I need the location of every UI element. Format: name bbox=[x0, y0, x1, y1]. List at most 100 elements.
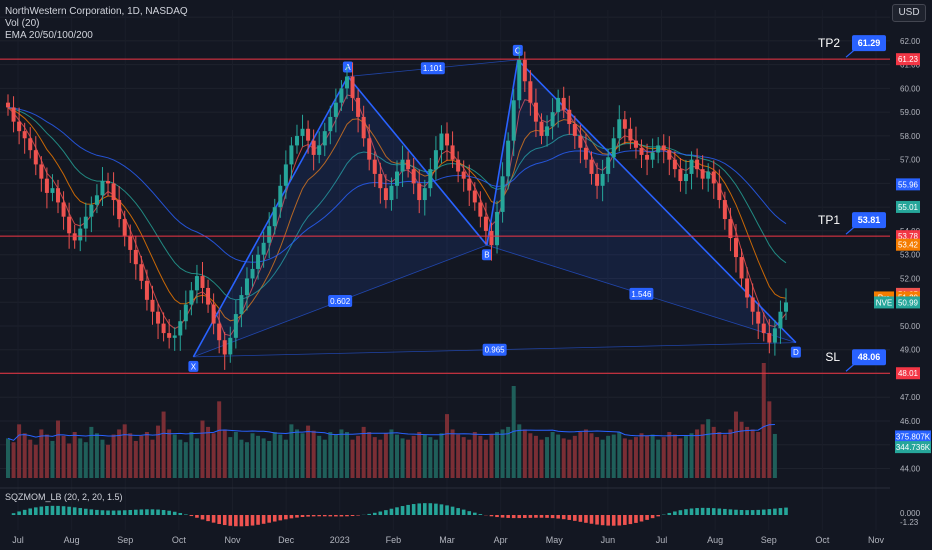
candle-body bbox=[283, 164, 288, 186]
price-tick-label: 60.00 bbox=[900, 84, 921, 93]
candle-body bbox=[578, 135, 583, 148]
momentum-bar bbox=[200, 515, 205, 520]
price-tick-label: 44.00 bbox=[900, 464, 921, 473]
volume-bar bbox=[272, 432, 277, 478]
level-name: SL bbox=[825, 350, 840, 364]
volume-bar bbox=[189, 432, 194, 478]
volume-bar bbox=[28, 439, 33, 478]
time-tick-label: Dec bbox=[278, 535, 295, 545]
momentum-bar bbox=[78, 508, 83, 515]
volume-bar bbox=[306, 425, 311, 478]
volume-bar bbox=[606, 435, 611, 478]
volume-bar bbox=[445, 414, 450, 478]
candle-body bbox=[756, 311, 761, 324]
volume-bar bbox=[122, 424, 127, 478]
momentum-bar bbox=[100, 510, 105, 515]
candle-body bbox=[100, 181, 105, 196]
candlesticks bbox=[6, 45, 788, 370]
momentum-bar bbox=[289, 515, 294, 519]
momentum-bar bbox=[645, 515, 649, 520]
currency-button[interactable]: USD bbox=[892, 4, 926, 22]
candle-body bbox=[261, 242, 266, 255]
candle-body bbox=[400, 159, 405, 172]
candle-body bbox=[67, 216, 72, 234]
momentum-bar bbox=[39, 506, 44, 515]
ema-legend: EMA 20/50/100/200 bbox=[5, 30, 93, 41]
level-name: TP2 bbox=[818, 36, 840, 50]
volume-legend: Vol (20) bbox=[5, 18, 40, 29]
volume-bar bbox=[278, 434, 283, 478]
volume-bar bbox=[339, 429, 344, 478]
momentum-bar bbox=[322, 515, 327, 517]
momentum-bar bbox=[261, 515, 266, 524]
momentum-bar bbox=[561, 515, 566, 520]
volume-bar bbox=[361, 426, 366, 478]
momentum-bar bbox=[145, 509, 149, 515]
volume-bar bbox=[356, 435, 361, 478]
volume-bar bbox=[317, 435, 322, 478]
volume-bar bbox=[511, 386, 516, 478]
momentum-bar bbox=[278, 515, 283, 521]
candle-body bbox=[378, 173, 383, 189]
volume-bars bbox=[6, 363, 777, 478]
axis-value-label: 55.01 bbox=[898, 203, 919, 212]
volume-bar bbox=[495, 432, 500, 478]
momentum-bar bbox=[723, 508, 727, 515]
candle-body bbox=[428, 169, 433, 189]
candle-body bbox=[772, 328, 777, 343]
momentum-bar bbox=[256, 515, 260, 525]
momentum-bar bbox=[428, 503, 433, 515]
momentum-bar bbox=[728, 509, 733, 515]
momentum-bar bbox=[328, 515, 333, 517]
candle-body bbox=[83, 216, 88, 229]
volume-bar bbox=[33, 444, 38, 478]
momentum-bar bbox=[150, 509, 155, 515]
volume-bar bbox=[11, 442, 16, 478]
momentum-bar bbox=[22, 509, 27, 515]
momentum-bar bbox=[228, 515, 233, 526]
momentum-bar bbox=[122, 510, 127, 515]
candle-body bbox=[372, 159, 377, 174]
volume-bar bbox=[706, 419, 711, 478]
momentum-bar bbox=[17, 511, 21, 515]
momentum-bar bbox=[623, 515, 627, 525]
candle-body bbox=[489, 230, 494, 246]
candle-body bbox=[361, 116, 366, 139]
volume-bar bbox=[572, 435, 577, 478]
candle-body bbox=[217, 323, 222, 341]
pattern-point-label: D bbox=[793, 348, 799, 357]
volume-bar bbox=[256, 435, 261, 478]
momentum-bar bbox=[761, 509, 766, 515]
candle-body bbox=[22, 131, 27, 139]
candle-body bbox=[272, 207, 277, 227]
level-value-label: 53.81 bbox=[858, 215, 881, 225]
candle-body bbox=[228, 337, 233, 355]
candle-body bbox=[250, 268, 255, 279]
volume-bar bbox=[83, 442, 88, 478]
candle-body bbox=[94, 195, 99, 205]
level-axis-label: 53.78 bbox=[898, 232, 919, 241]
candle-body bbox=[383, 188, 388, 201]
volume-bar bbox=[533, 435, 538, 478]
momentum-bar bbox=[139, 509, 144, 515]
volume-bar bbox=[639, 433, 644, 478]
volume-bar bbox=[722, 434, 727, 478]
momentum-bar bbox=[667, 512, 672, 515]
momentum-bar bbox=[206, 515, 210, 522]
momentum-bar bbox=[467, 511, 472, 515]
candle-body bbox=[289, 145, 294, 165]
momentum-bar bbox=[239, 515, 244, 527]
momentum-bar bbox=[461, 509, 466, 515]
ratio-label: 1.101 bbox=[423, 64, 444, 73]
candle-body bbox=[500, 176, 505, 212]
volume-bar bbox=[389, 429, 394, 478]
volume-bar bbox=[733, 411, 738, 478]
volume-bar bbox=[133, 440, 138, 478]
volume-bar bbox=[650, 434, 655, 478]
volume-bar bbox=[695, 429, 700, 478]
candle-body bbox=[367, 138, 372, 160]
candle-body bbox=[61, 202, 66, 217]
candle-body bbox=[572, 124, 577, 136]
level-lines: TP2 61.29 TP1 53.81 SL 48.06 bbox=[0, 35, 890, 374]
